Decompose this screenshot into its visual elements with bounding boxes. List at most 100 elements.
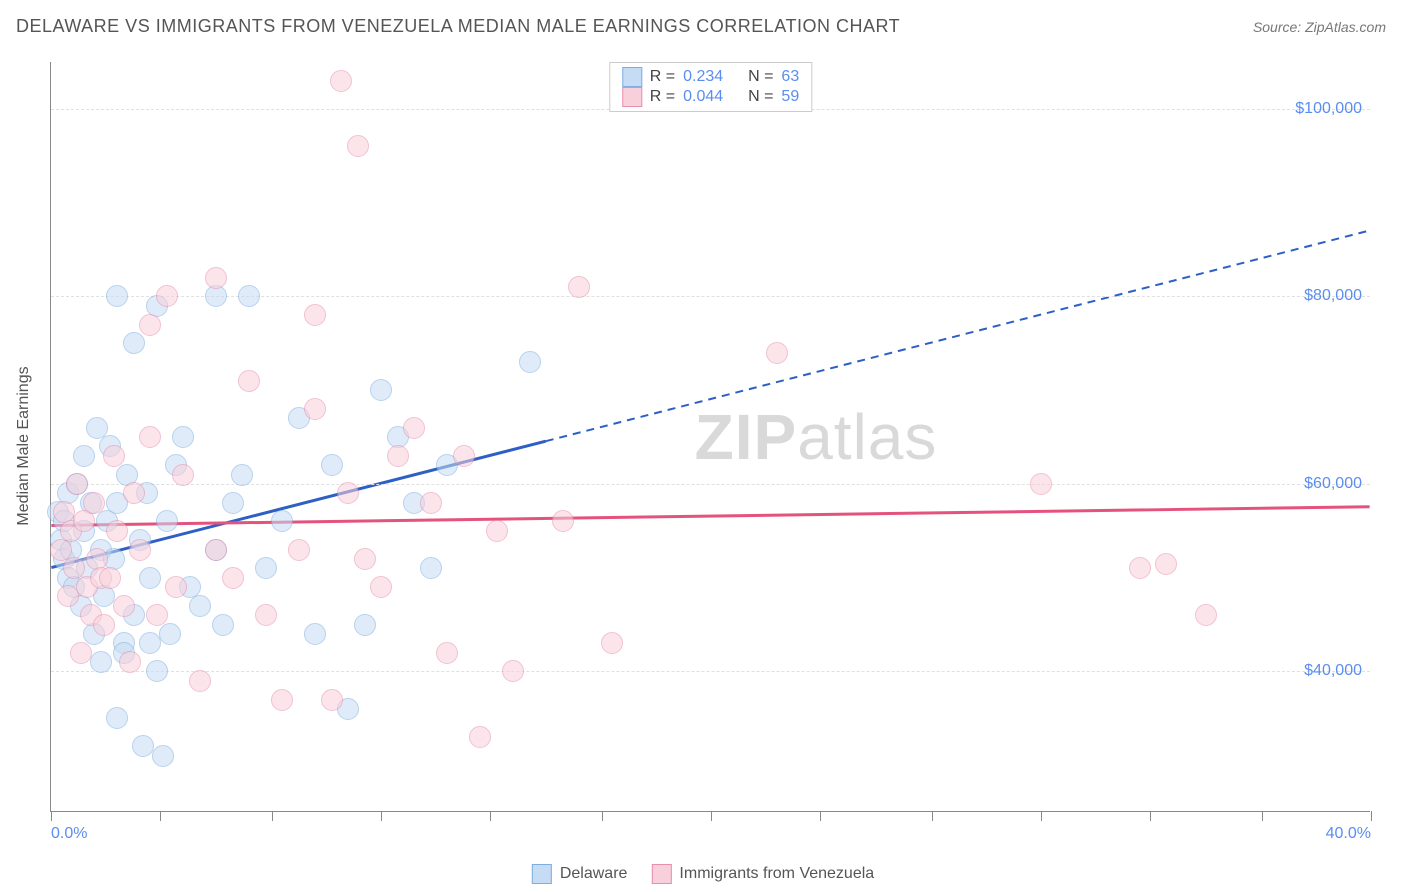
scatter-point [106,520,128,542]
scatter-point [370,576,392,598]
scatter-point [1195,604,1217,626]
scatter-point [159,623,181,645]
legend-series-label: Immigrants from Venezuela [679,865,874,883]
scatter-point [304,398,326,420]
legend-series: Delaware Immigrants from Venezuela [532,864,874,884]
watermark-rest: atlas [797,401,937,473]
legend-series-label: Delaware [560,865,628,883]
scatter-point [66,473,88,495]
legend-n-value: 63 [781,68,799,86]
scatter-point [1155,553,1177,575]
scatter-point [453,445,475,467]
x-tick [381,811,382,821]
scatter-point [354,548,376,570]
trend-line-dashed [546,231,1370,442]
scatter-point [113,595,135,617]
scatter-point [106,707,128,729]
legend-swatch [532,864,552,884]
scatter-point [123,332,145,354]
x-tick [711,811,712,821]
x-tick [602,811,603,821]
scatter-point [255,604,277,626]
scatter-point [354,614,376,636]
legend-n-label: N = [748,88,773,106]
x-tick [1262,811,1263,821]
scatter-point [519,351,541,373]
scatter-point [271,510,293,532]
scatter-point [420,557,442,579]
scatter-point [63,557,85,579]
scatter-point [129,539,151,561]
y-tick-label: $40,000 [1304,662,1362,680]
scatter-point [255,557,277,579]
scatter-point [387,445,409,467]
scatter-point [370,379,392,401]
scatter-point [205,285,227,307]
scatter-point [288,539,310,561]
legend-swatch [622,67,642,87]
scatter-point [238,370,260,392]
scatter-point [50,539,72,561]
scatter-point [139,314,161,336]
scatter-point [601,632,623,654]
scatter-point [57,585,79,607]
scatter-point [156,510,178,532]
scatter-point [165,576,187,598]
scatter-point [83,492,105,514]
x-tick [820,811,821,821]
legend-r-value: 0.044 [683,88,723,106]
scatter-point [321,689,343,711]
scatter-point [123,482,145,504]
scatter-point [552,510,574,532]
legend-r-label: R = [650,88,675,106]
scatter-point [330,70,352,92]
scatter-point [403,417,425,439]
x-tick [1150,811,1151,821]
trend-lines-layer [51,62,1370,811]
scatter-point [222,492,244,514]
scatter-point [73,510,95,532]
scatter-point [132,735,154,757]
gridline [51,671,1370,672]
legend-swatch [622,87,642,107]
scatter-point [568,276,590,298]
scatter-point [766,342,788,364]
x-tick [1371,811,1372,821]
scatter-point [172,426,194,448]
scatter-point [347,135,369,157]
scatter-point [152,745,174,767]
scatter-point [436,642,458,664]
x-tick [932,811,933,821]
scatter-point [238,285,260,307]
scatter-point [304,304,326,326]
scatter-point [106,285,128,307]
scatter-point [139,567,161,589]
plot-area: ZIPatlas R =0.234 N =63R =0.044 N =59 $4… [50,62,1370,812]
scatter-point [469,726,491,748]
scatter-point [212,614,234,636]
scatter-point [205,539,227,561]
scatter-point [99,567,121,589]
x-tick [1041,811,1042,821]
scatter-point [86,417,108,439]
x-tick [490,811,491,821]
scatter-point [1129,557,1151,579]
scatter-point [321,454,343,476]
scatter-point [189,595,211,617]
x-tick [51,811,52,821]
y-tick-label: $60,000 [1304,475,1362,493]
x-tick [272,811,273,821]
scatter-point [70,642,92,664]
scatter-point [486,520,508,542]
x-tick [160,811,161,821]
scatter-point [502,660,524,682]
scatter-point [271,689,293,711]
scatter-point [205,267,227,289]
scatter-point [73,445,95,467]
scatter-point [231,464,253,486]
scatter-point [156,285,178,307]
legend-swatch [651,864,671,884]
x-tick-label: 40.0% [1326,825,1371,843]
gridline [51,484,1370,485]
scatter-point [139,632,161,654]
